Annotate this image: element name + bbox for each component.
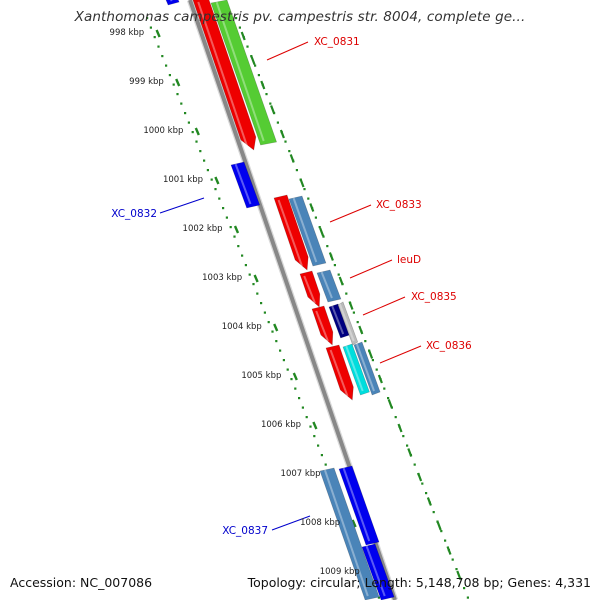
gene-xc0833-red-shine — [277, 199, 303, 267]
gene-xc0831-red-shine — [197, 1, 248, 147]
gene-xc0832-blue-shine — [234, 163, 252, 205]
gene-xc0831-green — [210, 0, 277, 146]
accession-text: Accession: NC_007086 — [10, 575, 153, 590]
kbp-tick-mark — [194, 127, 200, 136]
leader-line-leud — [349, 259, 393, 279]
leader-line-xc_0837 — [271, 515, 311, 531]
gene-xc0837-blue — [338, 465, 380, 546]
gene-xc0837-steelblue — [319, 467, 380, 600]
gene-xc0836-cyan-shine — [345, 345, 364, 392]
gene-label-xc_0836[interactable]: XC_0836 — [426, 340, 472, 352]
gene-features — [165, 0, 395, 600]
ruler-tick-label: 1003 kbp — [202, 273, 242, 283]
gene-labels: XC_0831 XC_0832 XC_0833 leuD XC_0835 XC_0836 X… — [111, 36, 472, 537]
gene-xc0835-red-shine — [315, 310, 329, 342]
kbp-tick-mark — [273, 323, 279, 332]
ruler-tick-label: 1008 kbp — [300, 518, 340, 528]
gene-label-xc_0832[interactable]: XC_0832 — [111, 208, 157, 220]
leader-line-xc_0835 — [362, 296, 406, 316]
ruler-labels: 998 kbp 999 kbp 1000 kbp 1001 kbp 1002 kbp 10… — [110, 28, 360, 577]
ruler-tick-label: 998 kbp — [110, 28, 145, 38]
kbp-tick-mark — [253, 274, 259, 283]
ruler-tick-label: 1005 kbp — [241, 371, 281, 381]
gene-xc0836-cyan — [342, 343, 370, 396]
gene-label-leud[interactable]: leuD — [397, 254, 421, 266]
label-leader-lines — [159, 41, 422, 531]
ruler-dots — [146, 17, 469, 599]
gene-xc0836-red-shine — [329, 349, 349, 397]
kbp-tick-mark — [351, 519, 357, 528]
leader-line-xc_0831 — [266, 41, 309, 61]
gene-bottom-blue — [361, 543, 395, 600]
kbp-tick-mark — [175, 78, 181, 87]
gene-bottom-blue-shine — [365, 545, 386, 597]
gene-xc0833-steelblue — [288, 195, 327, 267]
ruler-tick-label: 999 kbp — [129, 77, 164, 87]
gene-xc0837-blue-shine — [342, 467, 371, 542]
right-ruler-ticks — [240, 31, 462, 580]
gene-xc0835-grey — [337, 301, 359, 346]
gene-label-xc_0837[interactable]: XC_0837 — [222, 525, 268, 537]
ruler-tick-label: 1007 kbp — [281, 469, 321, 479]
gene-xc0835-red — [311, 305, 334, 346]
ruler-tick-label: 1009 kbp — [320, 567, 360, 577]
gene-xc0836-steelblue — [353, 341, 381, 396]
gene-leud-red — [299, 270, 321, 308]
ruler-tick-label: 1002 kbp — [183, 224, 223, 234]
gene-xc0833-red — [273, 194, 309, 271]
gene-label-xc_0835[interactable]: XC_0835 — [411, 291, 457, 303]
kbp-tick-mark — [312, 421, 318, 430]
gene-leud-red-shine — [303, 275, 316, 304]
gene-leud-steelblue — [316, 269, 342, 303]
gene-label-xc_0831[interactable]: XC_0831 — [314, 36, 360, 48]
gene-xc0835-navy-shine — [331, 305, 345, 335]
kbp-tick-mark — [233, 225, 240, 234]
kbp-tick-mark — [155, 29, 161, 38]
gene-xc0835-grey-shine — [338, 303, 355, 342]
kbp-tick-mark — [214, 176, 220, 185]
leader-line-xc_0832 — [159, 197, 205, 214]
gene-leud-steelblue-shine — [320, 271, 333, 299]
topology-text: Topology: circular; Length: 5,148,708 bp… — [247, 575, 591, 590]
gene-xc0831-green-shine — [215, 1, 265, 142]
gene-xc0836-red — [325, 344, 354, 401]
gene-label-xc_0833[interactable]: XC_0833 — [376, 199, 422, 211]
gene-xc0833-steelblue-shine — [292, 197, 318, 263]
map-title: Xanthomonas campestris pv. campestris st… — [74, 9, 526, 25]
gene-xc0836-steelblue-shine — [355, 343, 375, 392]
ruler-tick-label: 1001 kbp — [163, 175, 203, 185]
leader-line-xc_0833 — [329, 204, 372, 223]
ruler-tick-label: 1000 kbp — [143, 126, 183, 136]
ruler-tick-label: 1004 kbp — [222, 322, 262, 332]
kbp-tick-mark — [292, 372, 298, 381]
gene-xc0832-blue — [230, 161, 261, 209]
gene-top-blue — [165, 0, 180, 6]
ruler-tick-label: 1006 kbp — [261, 420, 301, 430]
leader-line-xc_0836 — [379, 345, 422, 364]
gene-xc0831-red — [192, 0, 257, 151]
gene-xc0837-steelblue-shine — [323, 469, 369, 597]
